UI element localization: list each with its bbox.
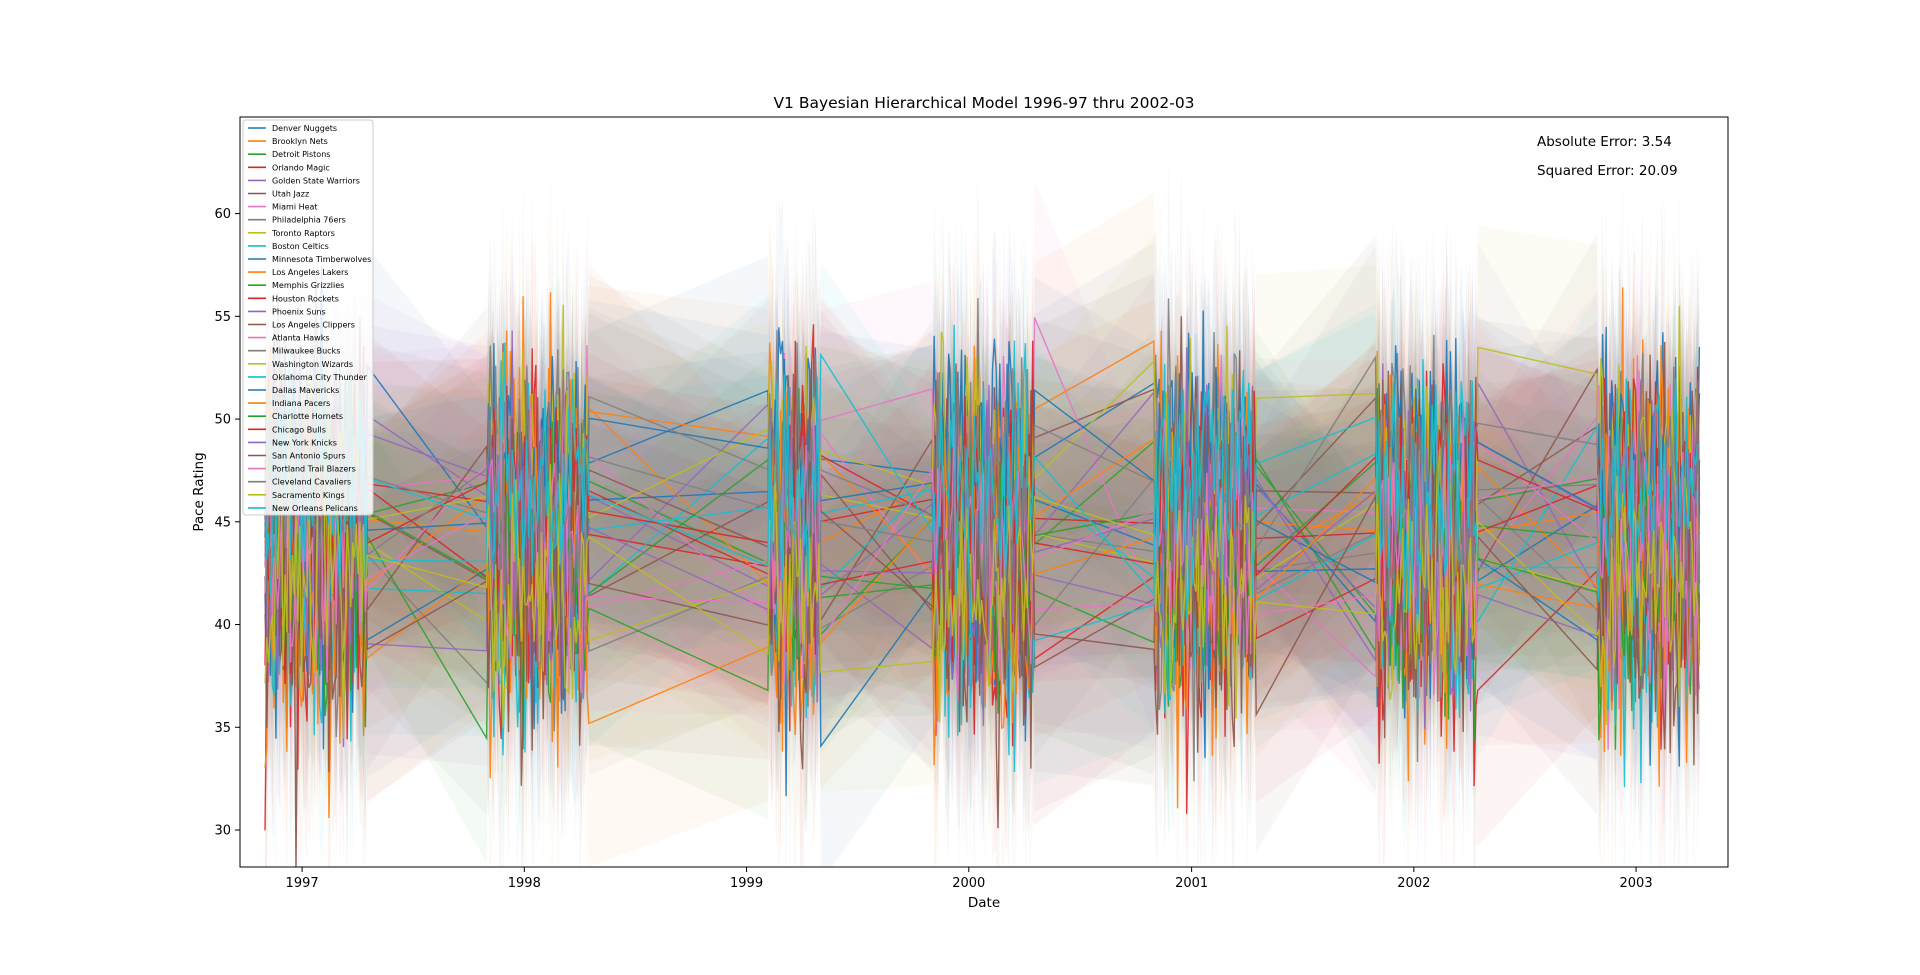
legend-label: Utah Jazz <box>272 190 309 199</box>
chart-title: V1 Bayesian Hierarchical Model 1996-97 t… <box>773 94 1194 112</box>
legend-label: Minnesota Timberwolves <box>272 255 371 264</box>
legend-label: Boston Celtics <box>272 242 329 251</box>
legend-label: Portland Trail Blazers <box>272 465 356 474</box>
legend-label: New York Knicks <box>272 438 337 447</box>
legend-label: Dallas Mavericks <box>272 386 339 395</box>
legend-label: Milwaukee Bucks <box>272 347 340 356</box>
legend-label: Sacramento Kings <box>272 491 345 500</box>
legend-label: Brooklyn Nets <box>272 137 328 146</box>
legend-label: Toronto Raptors <box>271 229 335 238</box>
legend-label: Miami Heat <box>272 203 318 212</box>
legend-label: Philadelphia 76ers <box>272 216 346 225</box>
x-tick-label: 2000 <box>952 876 985 891</box>
x-tick-label: 1999 <box>730 876 763 891</box>
legend-box <box>242 119 374 516</box>
x-tick-label: 1998 <box>508 876 541 891</box>
legend-label: Charlotte Hornets <box>272 412 343 421</box>
y-axis-label: Pace Rating <box>191 452 207 531</box>
legend-label: Memphis Grizzlies <box>272 281 344 290</box>
series-lines <box>264 265 1701 867</box>
x-tick-label: 2002 <box>1397 876 1430 891</box>
y-tick-label: 40 <box>214 618 231 633</box>
legend-label: Chicago Bulls <box>272 425 326 434</box>
legend: Denver Nuggets Brooklyn Nets Detroit Pisto… <box>242 119 374 516</box>
legend-label: Houston Rockets <box>272 294 339 303</box>
y-tick-label: 45 <box>214 515 231 530</box>
y-tick-label: 50 <box>214 413 231 428</box>
y-tick-label: 35 <box>214 721 231 736</box>
x-tick-label: 2003 <box>1620 876 1653 891</box>
y-tick-label: 60 <box>214 207 231 222</box>
legend-label: Washington Wizards <box>272 360 353 369</box>
legend-label: San Antonio Spurs <box>272 452 346 461</box>
legend-label: Orlando Magic <box>272 163 330 172</box>
legend-label: Denver Nuggets <box>272 124 337 133</box>
legend-label: Los Angeles Clippers <box>272 321 355 330</box>
legend-label: New Orleans Pelicans <box>272 504 358 513</box>
legend-label: Cleveland Cavaliers <box>272 478 351 487</box>
x-tick-label: 2001 <box>1175 876 1208 891</box>
legend-label: Oklahoma City Thunder <box>272 373 368 382</box>
y-tick-label: 55 <box>214 310 231 325</box>
x-axis-label: Date <box>968 895 1000 911</box>
series-line <box>264 324 1700 639</box>
squared-error-annotation: Squared Error: 20.09 <box>1537 163 1678 179</box>
legend-label: Atlanta Hawks <box>272 334 330 343</box>
series-line <box>264 405 1701 739</box>
legend-label: Golden State Warriors <box>272 176 360 185</box>
legend-label: Detroit Pistons <box>272 150 330 159</box>
absolute-error-annotation: Absolute Error: 3.54 <box>1537 134 1672 150</box>
uncertainty-band <box>265 225 1700 867</box>
y-axis-ticks: 30 35 40 45 50 55 60 <box>214 207 240 839</box>
x-axis-ticks: 1997 1998 1999 2000 2001 2002 2003 <box>286 867 1653 891</box>
x-tick-label: 1997 <box>286 876 319 891</box>
legend-label: Los Angeles Lakers <box>272 268 348 277</box>
plot-frame <box>239 116 1729 868</box>
y-tick-label: 30 <box>214 824 231 839</box>
legend-label: Phoenix Suns <box>272 307 326 316</box>
legend-label: Indiana Pacers <box>272 399 330 408</box>
